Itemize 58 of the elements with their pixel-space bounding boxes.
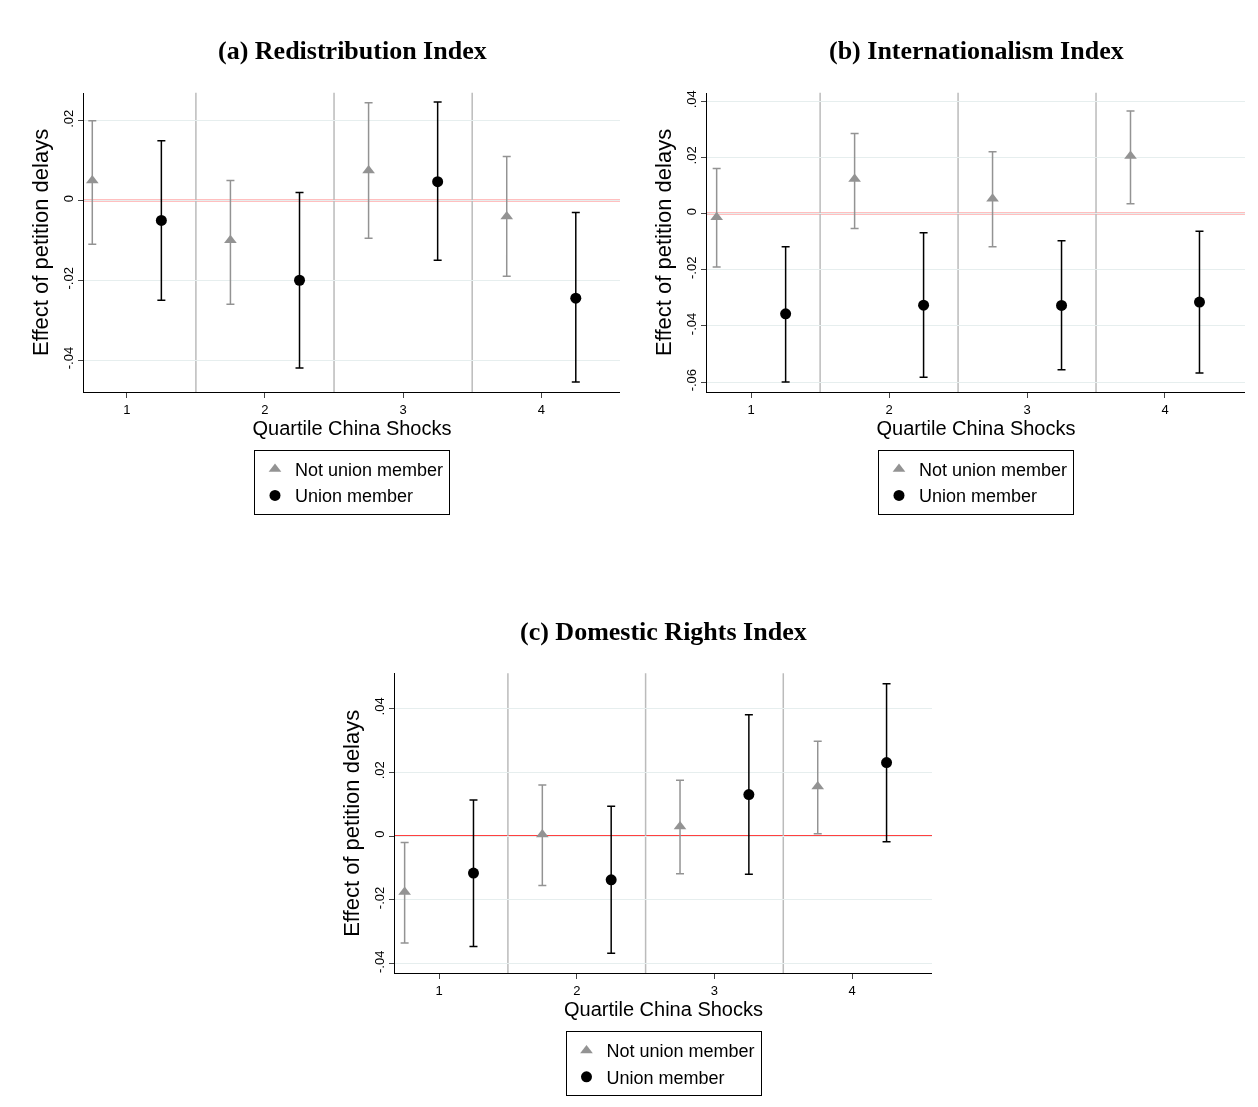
x-tick-label: 3 [1023, 401, 1031, 417]
x-axis-title: Quartile China Shocks [564, 997, 763, 1020]
x-tick-label: 1 [435, 982, 443, 998]
x-tick-label: 1 [747, 401, 755, 417]
x-tick-label: 1 [123, 401, 131, 417]
point [918, 299, 930, 311]
point [432, 176, 444, 188]
y-tick-label: -.04 [683, 312, 699, 336]
y-tick-label: .02 [60, 109, 76, 128]
y-tick-label: 0 [371, 830, 387, 838]
x-tick-label: 4 [1161, 401, 1169, 417]
y-tick-label: .04 [683, 90, 699, 109]
point [535, 828, 549, 838]
x-tick-label: 4 [537, 401, 545, 417]
point [500, 210, 514, 220]
point [1193, 296, 1205, 308]
chart-title: (b) Internationalism Index [829, 36, 1124, 65]
legend-label: Not union member [295, 460, 444, 481]
y-tick-label: 0 [683, 207, 699, 216]
y-tick-label: .04 [371, 697, 387, 716]
legend-label: Union member [919, 486, 1038, 507]
point [881, 757, 893, 769]
y-tick-label: -.06 [683, 368, 699, 392]
y-tick-label: -.02 [371, 886, 387, 910]
x-tick-label: 2 [573, 982, 581, 998]
y-axis-title: Effect of petition delays [27, 128, 53, 356]
x-axis-title: Quartile China Shocks [252, 416, 452, 439]
x-tick-label: 2 [885, 401, 893, 417]
y-tick-label: -.02 [60, 267, 76, 290]
legend-label: Not union member [919, 460, 1068, 481]
legend-label: Union member [606, 1067, 725, 1088]
point [780, 308, 792, 320]
x-tick-label: 4 [848, 982, 856, 998]
legend-label: Not union member [606, 1041, 755, 1062]
y-tick-label: .02 [371, 761, 387, 780]
y-axis-title: Effect of petition delays [650, 128, 676, 356]
chart-title: (a) Redistribution Index [218, 36, 487, 65]
x-tick-label: 3 [710, 982, 719, 998]
point [1056, 299, 1068, 311]
point [605, 874, 617, 886]
point [743, 789, 755, 801]
point [673, 820, 687, 830]
point [467, 867, 479, 879]
x-axis-title: Quartile China Shocks [876, 416, 1076, 439]
x-tick-label: 2 [261, 401, 269, 417]
y-tick-label: -.04 [371, 950, 387, 974]
y-tick-label: -.02 [683, 256, 699, 279]
y-axis-title: Effect of petition delays [338, 709, 364, 937]
legend-label: Union member [295, 486, 414, 507]
y-tick-label: -.04 [60, 346, 76, 370]
chart-title: (c) Domestic Rights Index [520, 617, 807, 646]
point [155, 214, 167, 226]
x-tick-label: 3 [399, 401, 407, 417]
point [294, 274, 306, 286]
point [224, 234, 237, 244]
y-tick-label: .02 [683, 146, 699, 165]
y-tick-label: 0 [60, 194, 76, 203]
point [570, 292, 582, 304]
